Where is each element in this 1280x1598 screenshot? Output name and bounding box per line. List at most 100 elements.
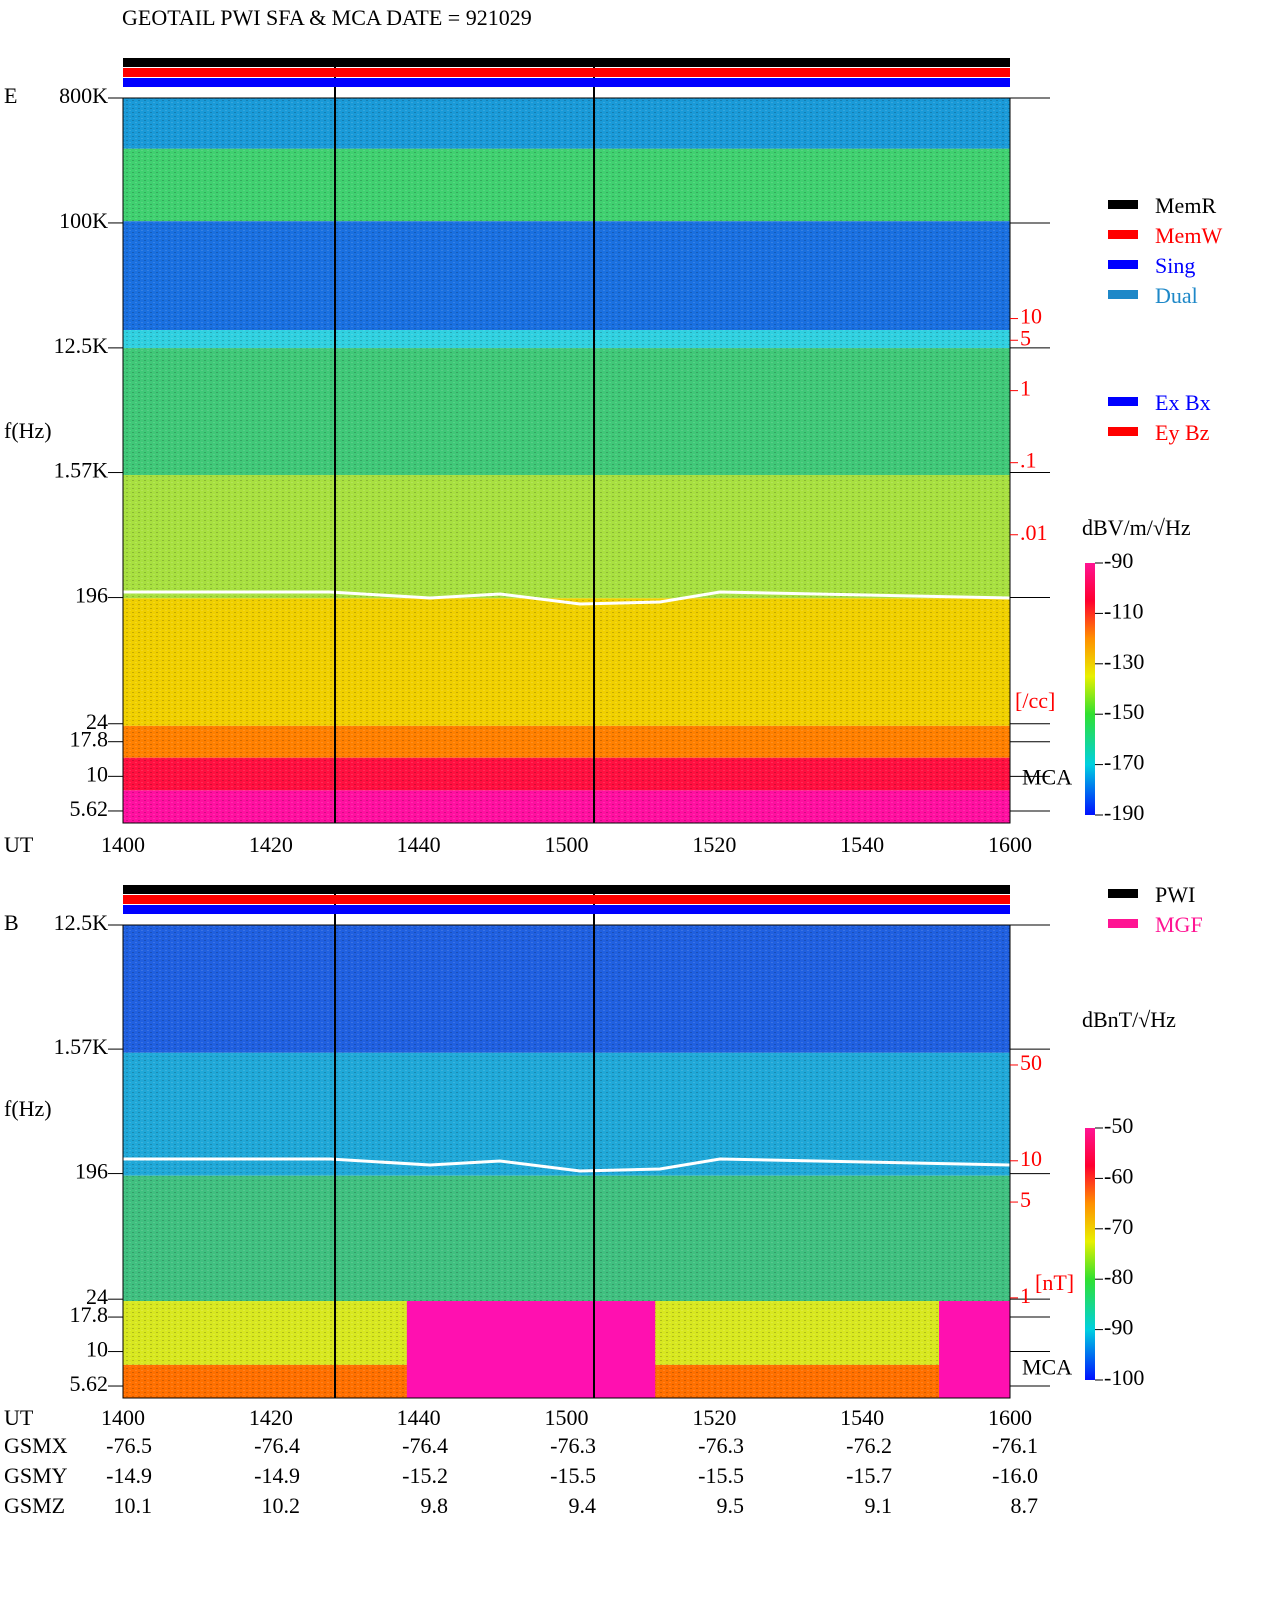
colorbar-tick-label: -60 bbox=[1104, 1163, 1133, 1188]
plot-frame bbox=[122, 97, 1011, 824]
status-bar bbox=[123, 885, 1010, 894]
panel-label: E bbox=[4, 83, 17, 108]
ephemeris-value: -76.4 bbox=[254, 1433, 300, 1458]
legend-label: MemR bbox=[1155, 193, 1216, 218]
y-tick-label: 1.57K bbox=[54, 458, 109, 483]
x-tick-label: 1540 bbox=[840, 832, 884, 857]
ephemeris-value: 10.1 bbox=[114, 1493, 153, 1518]
legend-swatch bbox=[1108, 200, 1138, 209]
x-axis-label: UT bbox=[4, 1405, 34, 1430]
colorbar-tick-label: -80 bbox=[1104, 1264, 1133, 1289]
spectrogram-texture bbox=[123, 330, 1010, 349]
ephemeris-value: -15.7 bbox=[846, 1463, 892, 1488]
legend-label: Ex Bx bbox=[1155, 390, 1211, 415]
status-bar bbox=[123, 68, 1010, 77]
y-tick-label: 196 bbox=[75, 583, 108, 608]
x-tick-label: 1540 bbox=[840, 1405, 884, 1430]
colorbar-tick-label: -170 bbox=[1104, 750, 1144, 775]
y2-axis-label: [/cc] bbox=[1015, 688, 1055, 713]
legend-label: MGF bbox=[1155, 912, 1203, 937]
spectrogram-texture bbox=[123, 757, 1010, 791]
legend-swatch bbox=[1108, 230, 1138, 239]
ephemeris-value: -15.5 bbox=[550, 1463, 596, 1488]
colorbar-tick-label: -100 bbox=[1104, 1365, 1144, 1390]
ephemeris-value: -76.3 bbox=[698, 1433, 744, 1458]
x-tick-label: 1440 bbox=[397, 832, 441, 857]
x-tick-label: 1520 bbox=[692, 1405, 736, 1430]
x-axis-label: UT bbox=[4, 832, 34, 857]
ephemeris-value: 10.2 bbox=[262, 1493, 301, 1518]
colorbar bbox=[1085, 563, 1095, 815]
legend-swatch bbox=[1108, 427, 1138, 436]
mca-block bbox=[939, 1301, 1010, 1398]
y2-tick-label: 1 bbox=[1020, 1283, 1031, 1308]
ephemeris-value: 8.7 bbox=[1011, 1493, 1039, 1518]
x-tick-label: 1400 bbox=[101, 1405, 145, 1430]
spectrogram-texture bbox=[123, 1175, 1010, 1302]
ephemeris-value: -15.5 bbox=[698, 1463, 744, 1488]
y-tick-label: 800K bbox=[59, 83, 108, 108]
spectrogram-texture bbox=[123, 348, 1010, 475]
ephemeris-value: -76.1 bbox=[992, 1433, 1038, 1458]
plot-frame bbox=[122, 924, 1011, 1399]
mca-label: MCA bbox=[1022, 765, 1072, 790]
y-axis-label: f(Hz) bbox=[4, 418, 52, 443]
ephemeris-value: -76.5 bbox=[106, 1433, 152, 1458]
legend-label: Ey Bz bbox=[1155, 420, 1210, 445]
spectrogram-texture bbox=[123, 725, 1010, 758]
legend-swatch bbox=[1108, 919, 1138, 928]
y-tick-label: 24 bbox=[86, 709, 108, 734]
y2-tick-label: 50 bbox=[1020, 1050, 1042, 1075]
y-tick-label: 12.5K bbox=[54, 333, 109, 358]
status-bar bbox=[123, 905, 1010, 914]
y-tick-label: 10 bbox=[86, 1337, 108, 1362]
x-tick-label: 1420 bbox=[249, 1405, 293, 1430]
y2-tick-label: 1 bbox=[1020, 376, 1031, 401]
legend-label: Sing bbox=[1155, 253, 1195, 278]
ephemeris-value: -14.9 bbox=[106, 1463, 152, 1488]
y2-tick-label: 5 bbox=[1020, 325, 1031, 350]
spectrogram-texture bbox=[123, 98, 1010, 149]
y2-tick-label: .01 bbox=[1020, 520, 1048, 545]
status-bar bbox=[123, 58, 1010, 67]
colorbar-tick-label: -90 bbox=[1104, 1315, 1133, 1340]
colorbar-tick-label: -90 bbox=[1104, 548, 1133, 573]
legend-swatch bbox=[1108, 290, 1138, 299]
colorbar-tick-label: -110 bbox=[1104, 598, 1144, 623]
colorbar-tick-label: -150 bbox=[1104, 699, 1144, 724]
plasma-line bbox=[123, 590, 1011, 606]
y-tick-label: 24 bbox=[86, 1284, 108, 1309]
legend-swatch bbox=[1108, 889, 1138, 898]
y-tick-label: 17.8 bbox=[70, 1302, 109, 1327]
legend-label: PWI bbox=[1155, 882, 1195, 907]
ephemeris-value: 9.8 bbox=[421, 1493, 449, 1518]
x-tick-label: 1500 bbox=[545, 1405, 589, 1430]
ephemeris-label: GSMX bbox=[4, 1433, 68, 1458]
x-tick-label: 1600 bbox=[988, 1405, 1032, 1430]
y-axis-label: f(Hz) bbox=[4, 1096, 52, 1121]
mca-block bbox=[406, 1301, 656, 1398]
spectrogram-texture bbox=[123, 221, 1010, 330]
colorbar-tick-label: -130 bbox=[1104, 649, 1144, 674]
x-tick-label: 1600 bbox=[988, 832, 1032, 857]
legend-swatch bbox=[1108, 260, 1138, 269]
spectrogram-texture bbox=[123, 148, 1010, 222]
colorbar-label: dBV/m/√Hz bbox=[1082, 515, 1191, 540]
ephemeris-value: -16.0 bbox=[992, 1463, 1038, 1488]
y-tick-label: 196 bbox=[75, 1159, 108, 1184]
ephemeris-label: GSMZ bbox=[4, 1493, 65, 1518]
x-tick-label: 1440 bbox=[397, 1405, 441, 1430]
title: GEOTAIL PWI SFA & MCA DATE = 921029 bbox=[122, 5, 532, 30]
ephemeris-value: 9.5 bbox=[717, 1493, 745, 1518]
x-tick-label: 1420 bbox=[249, 832, 293, 857]
y-tick-label: 5.62 bbox=[70, 1371, 109, 1396]
legend-swatch bbox=[1108, 397, 1138, 406]
y-tick-label: 100K bbox=[59, 208, 108, 233]
ephemeris-value: -14.9 bbox=[254, 1463, 300, 1488]
colorbar-label: dBnT/√Hz bbox=[1082, 1007, 1176, 1032]
y-tick-label: 5.62 bbox=[70, 796, 109, 821]
y2-tick-label: 10 bbox=[1020, 1146, 1042, 1171]
colorbar bbox=[1085, 1128, 1095, 1380]
